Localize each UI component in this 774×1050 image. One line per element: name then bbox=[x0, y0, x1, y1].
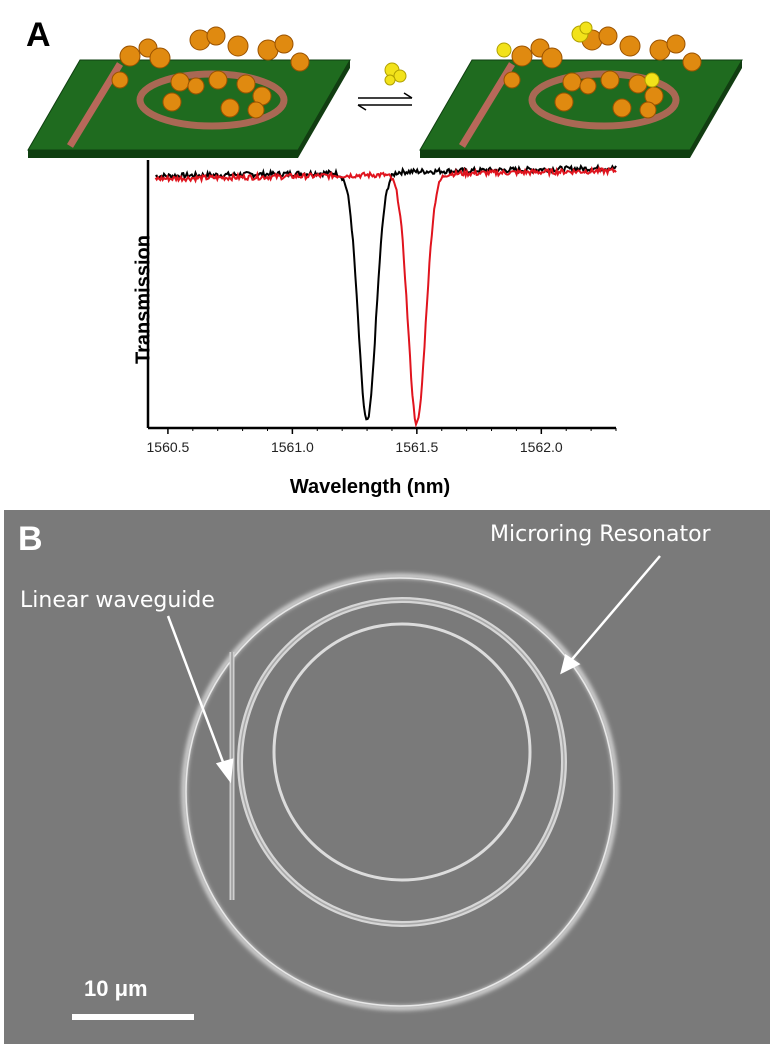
scale-bar-label: 10 μm bbox=[84, 976, 148, 1001]
x-axis-ticks: 1560.5 1561.0 1561.5 1562.0 bbox=[147, 428, 617, 455]
outer-trench-edge bbox=[181, 573, 619, 1011]
analyte-molecule bbox=[384, 62, 407, 86]
substrate-right-edge bbox=[420, 150, 690, 158]
transmission-spectrum-chart: 1560.5 1561.0 1561.5 1562.0 bbox=[147, 160, 617, 455]
microring-resonator-label: Microring Resonator bbox=[490, 522, 711, 547]
x-tick-label: 1560.5 bbox=[147, 439, 190, 455]
substrate-right-side bbox=[690, 60, 742, 158]
inner-disk-edge bbox=[272, 622, 532, 882]
x-tick-label: 1561.5 bbox=[395, 439, 438, 455]
microring bbox=[237, 597, 567, 927]
series-black-spectrum bbox=[155, 163, 617, 421]
x-axis-label: Wavelength (nm) bbox=[289, 476, 451, 498]
sem-micrograph bbox=[166, 555, 661, 1011]
panel-b-letter: B bbox=[18, 520, 43, 558]
bound-analytes-right bbox=[496, 21, 660, 88]
series-red-spectrum bbox=[154, 165, 617, 428]
y-axis-label: Transmission bbox=[132, 235, 155, 364]
panel-a-letter: A bbox=[26, 16, 51, 54]
schematic-unbound-sensor bbox=[27, 26, 351, 158]
annotation-arrows bbox=[166, 555, 661, 784]
scale-bar bbox=[72, 1014, 194, 1020]
microring-inner-line bbox=[239, 599, 565, 925]
linear-waveguide-label: Linear waveguide bbox=[20, 588, 215, 613]
waveguide-left bbox=[67, 62, 123, 148]
equilibrium-arrows bbox=[357, 92, 413, 111]
schematic-bound-sensor bbox=[419, 21, 743, 158]
outer-trench-edge-sharp bbox=[185, 577, 615, 1007]
substrate-left-edge bbox=[28, 150, 298, 158]
capture-antibodies-left bbox=[111, 26, 310, 119]
waveguide-right bbox=[459, 62, 515, 148]
substrate-left-side bbox=[298, 60, 350, 158]
x-tick-label: 1561.0 bbox=[271, 439, 314, 455]
x-tick-label: 1562.0 bbox=[520, 439, 563, 455]
